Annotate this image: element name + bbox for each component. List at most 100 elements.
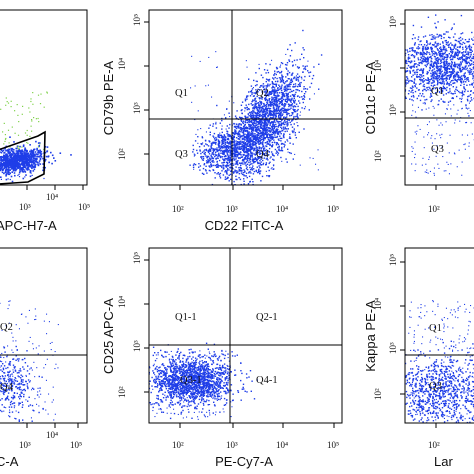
event-dot [229, 142, 231, 144]
event-dot [242, 146, 244, 148]
event-dot [468, 57, 471, 59]
event-dot [38, 162, 40, 164]
event-dot [254, 102, 256, 104]
event-dot [228, 174, 230, 176]
event-dot [249, 144, 251, 147]
event-dot [253, 161, 255, 164]
event-dot [212, 125, 214, 127]
event-dot [267, 142, 269, 145]
event-dot [39, 103, 42, 105]
event-dot [209, 159, 212, 161]
event-dot [279, 102, 281, 104]
event-dot [260, 121, 262, 123]
event-dot [426, 64, 428, 66]
event-dot [24, 171, 27, 173]
event-dot [257, 170, 260, 172]
event-dot [38, 160, 41, 162]
event-dot [257, 128, 260, 130]
event-dot [288, 60, 291, 62]
event-dot [20, 150, 22, 153]
event-dot [247, 141, 249, 143]
event-dot [283, 90, 286, 92]
event-dot [292, 86, 294, 88]
event-dot [272, 154, 274, 156]
event-dot [271, 99, 273, 102]
event-dot [388, 37, 389, 38]
event-dot [280, 101, 282, 103]
event-dot [33, 168, 36, 171]
event-dot [8, 149, 11, 151]
event-dot [392, 58, 393, 59]
event-dot [289, 142, 291, 144]
event-dot [239, 128, 242, 130]
event-dot [262, 141, 264, 143]
event-dot [455, 88, 457, 90]
event-dot [15, 150, 18, 152]
event-dot [280, 103, 283, 106]
event-dot [421, 62, 423, 65]
event-dot [472, 73, 474, 75]
event-dot [269, 100, 272, 103]
event-dot [10, 168, 12, 170]
event-dot [258, 129, 261, 132]
event-dot [212, 123, 215, 125]
event-dot [275, 115, 277, 118]
event-dot [229, 166, 231, 169]
event-dot [453, 82, 455, 84]
event-dot [275, 83, 277, 85]
event-dot [258, 140, 260, 143]
event-dot [288, 98, 290, 101]
event-dot [194, 163, 197, 166]
event-dot [415, 83, 417, 85]
event-dot [206, 156, 209, 159]
event-dot [273, 130, 275, 133]
event-dot [223, 153, 225, 155]
event-dot [266, 150, 269, 152]
event-dot [448, 36, 450, 38]
event-dot [205, 143, 207, 145]
event-dot [436, 54, 438, 56]
event-dot [436, 59, 438, 62]
event-dot [205, 85, 207, 87]
event-dot [425, 48, 427, 50]
event-dot [445, 31, 448, 33]
event-dot [259, 127, 262, 129]
event-dot [454, 44, 457, 46]
event-dot [230, 170, 232, 173]
x-tick-label: 10⁵ [327, 204, 339, 214]
event-dot [304, 75, 306, 78]
event-dot [275, 144, 278, 146]
event-dot [395, 37, 396, 38]
event-dot [226, 132, 228, 135]
event-dot [278, 98, 280, 100]
event-dot [10, 162, 13, 165]
event-dot [259, 132, 261, 135]
event-dot [30, 125, 32, 127]
event-dot [235, 153, 237, 156]
event-dot [262, 114, 265, 116]
event-dot [234, 149, 237, 151]
event-dot [444, 33, 446, 35]
event-dot [246, 163, 249, 165]
event-dot [391, 55, 392, 56]
event-dot [241, 127, 244, 130]
event-dot [271, 117, 273, 119]
event-dot [257, 123, 259, 126]
event-dot [462, 81, 465, 83]
event-dot [227, 165, 230, 167]
event-dot [1, 171, 4, 174]
event-dot [447, 65, 450, 67]
event-dot [456, 54, 458, 56]
event-dot [229, 140, 231, 142]
event-dot [282, 95, 284, 97]
event-dot [239, 169, 241, 171]
event-dot [409, 57, 411, 59]
event-dot [226, 141, 229, 143]
event-dot [274, 72, 276, 75]
event-dot [255, 105, 258, 108]
event-dot [417, 89, 420, 91]
event-dot [251, 116, 253, 119]
event-dot [381, 86, 382, 87]
event-dot [293, 101, 295, 103]
event-dot [293, 77, 295, 80]
